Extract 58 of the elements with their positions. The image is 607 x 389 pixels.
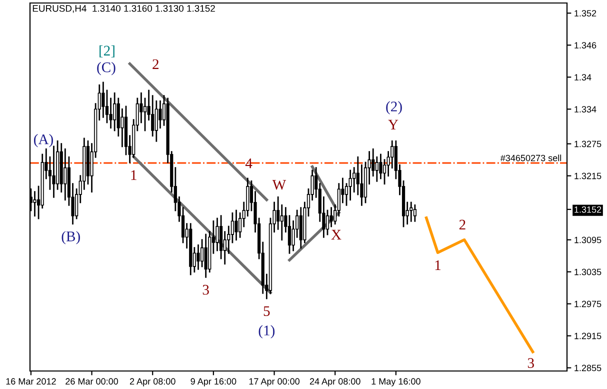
annotation: 5 (264, 306, 270, 316)
annotation: 3 (202, 284, 209, 295)
annotation: 4 (245, 158, 252, 168)
annotation: [2] (100, 45, 114, 58)
y-tick-label: 1.2975 (574, 300, 602, 308)
y-tick-label: 1.3095 (574, 236, 602, 244)
x-tick-label: 26 Mar 00:00 (66, 378, 118, 385)
annotation: 2 (459, 220, 466, 230)
x-tick-label: 17 Apr 00:00 (249, 378, 300, 386)
annotation: (B) (62, 231, 80, 244)
annotation: (A) (34, 134, 53, 148)
candlestick (280, 204, 284, 240)
candlestick (196, 244, 200, 270)
candlestick (113, 92, 116, 132)
annotation: (1) (258, 325, 275, 338)
annotation: 3 (528, 358, 534, 368)
candlestick (158, 100, 162, 128)
x-tick-label: 1 May 16:00 (372, 378, 420, 386)
candlestick (410, 202, 413, 222)
candlestick (330, 207, 333, 228)
candlestick (33, 191, 36, 216)
annotation: 1 (435, 260, 441, 270)
y-tick-label: 1.34 (574, 74, 592, 80)
candlestick (234, 210, 238, 240)
annotation: X (331, 230, 342, 240)
annotation: (2) (386, 101, 402, 114)
ref-line-label: #34650273 sell (500, 154, 562, 162)
x-tick-label: 2 Apr 08:00 (130, 378, 176, 386)
y-tick-label: 1.3275 (574, 140, 602, 148)
candlestick (143, 98, 147, 132)
y-tick-label: 1.2915 (574, 332, 602, 340)
candlestick (64, 148, 67, 200)
candlestick (216, 218, 219, 252)
y-tick-label: 1.3035 (574, 268, 602, 276)
x-tick-label: 24 Apr 08:00 (310, 378, 360, 386)
candlestick (326, 210, 330, 236)
y-tick-label: 1.346 (574, 42, 596, 48)
candlestick (102, 82, 105, 118)
x-tick-label: 16 Mar 2012 (6, 378, 56, 385)
line-series (424, 216, 534, 354)
annotation: W (272, 180, 286, 190)
annotation: 2 (152, 59, 158, 69)
annotation: (C) (97, 62, 116, 76)
annotation: Y (388, 120, 398, 130)
candlestick (204, 234, 208, 278)
chart-title: EURUSD,H4 1.3140 1.3160 1.3130 1.3152 (32, 5, 215, 13)
y-tick-label: 1.2855 (574, 364, 602, 372)
y-tick-label: 1.334 (574, 106, 596, 112)
y-tick-label: 1.352 (574, 10, 596, 16)
candlestick (375, 156, 378, 182)
y-tick-label: 1.3152 (574, 206, 602, 213)
x-tick-label: 9 Apr 16:00 (190, 378, 236, 386)
y-tick-label: 1.3215 (574, 172, 602, 180)
candlestick (413, 204, 416, 222)
candlestick (299, 207, 302, 248)
candlestick (200, 239, 204, 268)
annotation: 1 (131, 170, 136, 180)
candlestick (52, 146, 56, 198)
